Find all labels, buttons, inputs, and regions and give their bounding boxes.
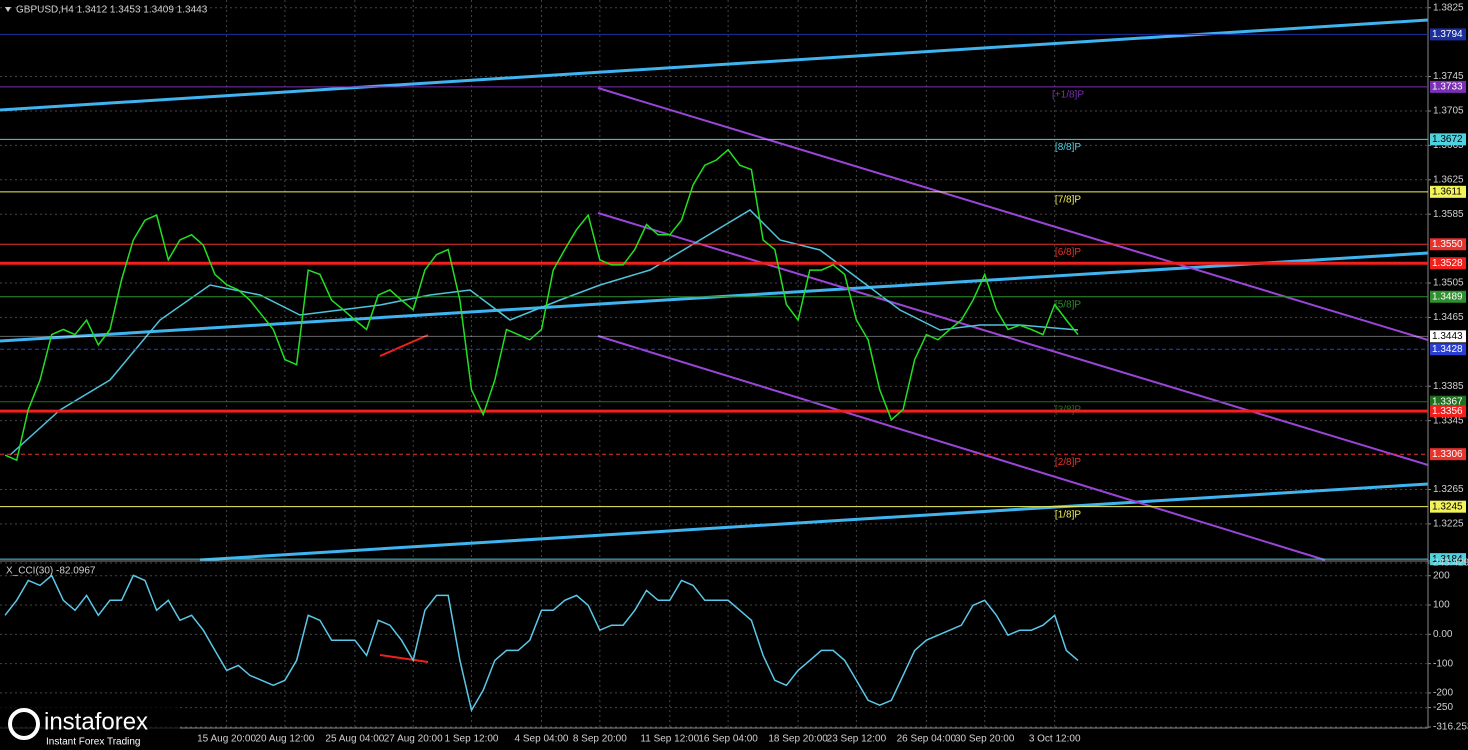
- logo-icon: [8, 708, 40, 740]
- y-tick-label: 1.3265: [1433, 484, 1464, 495]
- regression-channel: [597, 87, 1429, 341]
- trend-channel: [199, 482, 1429, 562]
- x-tick-label: 11 Sep 12:00: [640, 734, 699, 745]
- level-label-box: [1430, 500, 1466, 513]
- y-tick-label: -200: [1433, 688, 1453, 699]
- y-tick-label: 1.3745: [1433, 71, 1464, 82]
- y-tick-label: 1.3345: [1433, 415, 1464, 426]
- level-label: 1.3443: [1432, 331, 1463, 342]
- y-tick-label: 100: [1433, 600, 1450, 611]
- level-tag: [1/8]P: [1055, 509, 1081, 520]
- brand-name: instaforex: [44, 708, 148, 735]
- level-label-box: [1430, 448, 1466, 461]
- trend-channel: [0, 18, 1429, 112]
- brand-slogan: Instant Forex Trading: [46, 737, 141, 748]
- y-tick-label: -100: [1433, 658, 1453, 669]
- y-tick-label: 0.00: [1433, 629, 1453, 640]
- x-tick-label: 4 Sep 04:00: [515, 734, 569, 745]
- level-label-box: [1430, 553, 1466, 566]
- level-label: 1.3184: [1432, 554, 1463, 565]
- level-label: 1.3794: [1432, 29, 1463, 40]
- y-tick-label: 200: [1433, 570, 1450, 581]
- level-tag: [2/8]P: [1055, 457, 1081, 468]
- level-tag: [+1/8]P: [1052, 90, 1084, 101]
- level-label: 1.3356: [1432, 406, 1463, 417]
- regression-channel: [597, 335, 1326, 561]
- x-tick-label: 1 Sep 12:00: [445, 734, 499, 745]
- level-label: 1.3428: [1432, 344, 1463, 355]
- price-line: [4, 574, 1079, 713]
- y-tick-label: 1.3665: [1433, 140, 1464, 151]
- x-tick-label: 20 Aug 12:00: [255, 734, 314, 745]
- x-tick-label: 25 Aug 04:00: [325, 734, 384, 745]
- level-label: 1.3733: [1432, 82, 1463, 93]
- x-tick-label: 3 Oct 12:00: [1029, 734, 1081, 745]
- y-tick-label: 1.3465: [1433, 312, 1464, 323]
- y-tick-label: 1.3625: [1433, 174, 1464, 185]
- y-tick-label: -250: [1433, 702, 1453, 713]
- level-label-box: [1430, 238, 1466, 251]
- level-label-box: [1430, 257, 1466, 270]
- y-tick-label: 1.3385: [1433, 381, 1464, 392]
- indicator-title: X_CCI(30) -82.0967: [6, 566, 96, 577]
- y-tick-label: 1.3705: [1433, 106, 1464, 117]
- x-tick-label: 15 Aug 20:00: [197, 734, 256, 745]
- level-label-box: [1430, 28, 1466, 41]
- level-label-box: [1430, 343, 1466, 356]
- x-tick-label: 23 Sep 12:00: [827, 734, 887, 745]
- y-tick-label: -316.253: [1433, 722, 1468, 733]
- x-tick-label: 30 Sep 20:00: [955, 734, 1015, 745]
- level-label-box: [1430, 290, 1466, 303]
- level-label-box: [1430, 405, 1466, 418]
- level-label: 1.3528: [1432, 258, 1463, 269]
- level-tag: [5/8]P: [1055, 299, 1081, 310]
- level-label: 1.3306: [1432, 449, 1463, 460]
- level-tag: [7/8]P: [1055, 194, 1081, 205]
- level-label: 1.3550: [1432, 239, 1463, 250]
- level-label-box: [1430, 185, 1466, 198]
- y-tick-label: 243.429: [1433, 558, 1468, 569]
- level-label: 1.3489: [1432, 291, 1463, 302]
- level-label-box: [1430, 133, 1466, 146]
- level-label: 1.3245: [1432, 501, 1463, 512]
- x-tick-label: 26 Sep 04:00: [897, 734, 957, 745]
- level-tag: [6/8]P: [1055, 247, 1081, 258]
- level-label: 1.3611: [1432, 186, 1462, 197]
- level-label: 1.3672: [1432, 134, 1463, 145]
- regression-channel: [597, 212, 1429, 466]
- level-label-box: [1430, 80, 1466, 93]
- divergence-line: [379, 334, 429, 357]
- y-tick-label: 1.3825: [1433, 2, 1464, 13]
- menu-icon: [5, 7, 11, 12]
- grid: [0, 0, 1428, 728]
- price-line: [4, 148, 1079, 462]
- level-label: 1.3367: [1432, 396, 1463, 407]
- chart-title: GBPUSD,H4 1.3412 1.3453 1.3409 1.3443: [16, 5, 208, 16]
- level-label-box: [1430, 330, 1466, 343]
- moving-average: [9, 209, 1079, 456]
- y-tick-label: 1.3225: [1433, 519, 1464, 530]
- x-tick-label: 18 Sep 20:00: [768, 734, 828, 745]
- level-label-box: [1430, 395, 1466, 408]
- level-tag: [8/8]P: [1055, 142, 1081, 153]
- y-tick-label: 1.3505: [1433, 278, 1464, 289]
- y-tick-label: 1.3585: [1433, 209, 1464, 220]
- x-tick-label: 16 Sep 04:00: [698, 734, 758, 745]
- divergence-line: [379, 654, 429, 663]
- x-tick-label: 27 Aug 20:00: [384, 734, 443, 745]
- logo: instaforex Instant Forex Trading: [0, 704, 180, 750]
- x-tick-label: 8 Sep 20:00: [573, 734, 627, 745]
